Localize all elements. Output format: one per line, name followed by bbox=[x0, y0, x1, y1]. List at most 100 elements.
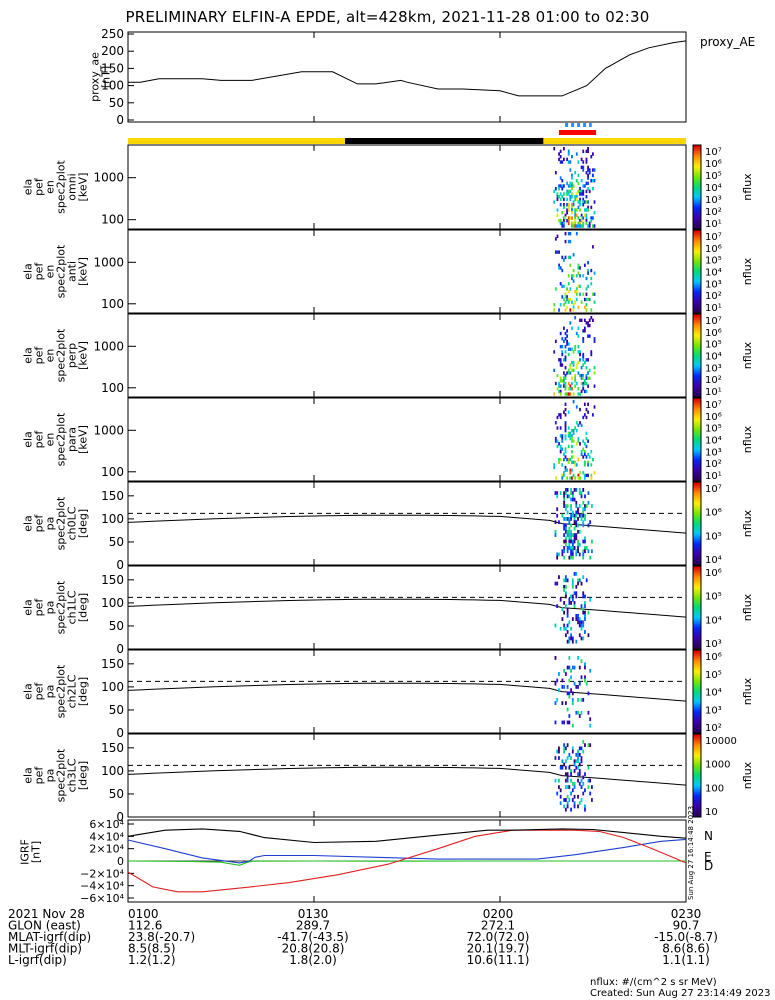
pitch-angle-cell bbox=[563, 578, 566, 583]
colorbar-cell bbox=[693, 760, 701, 764]
colorbar-cell bbox=[693, 261, 701, 264]
pitch-angle-cell bbox=[564, 578, 567, 583]
colorbar-cell bbox=[693, 445, 701, 449]
colorbar-cell bbox=[693, 607, 701, 611]
pitch-angle-cell bbox=[570, 513, 572, 518]
pitch-angle-cell bbox=[571, 533, 574, 537]
spectrogram-cell bbox=[582, 203, 585, 207]
colorbar-tick-label: 10³ bbox=[705, 363, 722, 374]
pitch-angle-cell bbox=[556, 581, 559, 586]
spectrogram-cell bbox=[579, 203, 581, 207]
spectrogram-cell bbox=[571, 476, 573, 480]
pitch-angle-cell bbox=[589, 668, 592, 673]
colorbar-cell bbox=[693, 424, 701, 428]
spectrogram-cell bbox=[562, 381, 565, 386]
pitch-angle-cell bbox=[577, 613, 579, 618]
spectrogram-cell bbox=[575, 192, 578, 196]
pitch-angle-cell bbox=[566, 533, 569, 537]
colorbar-cell bbox=[693, 308, 701, 312]
spectrogram-cell bbox=[564, 295, 567, 299]
colorbar-cell bbox=[693, 365, 701, 369]
pitch-angle-cell bbox=[577, 749, 579, 754]
colorbar-cell bbox=[693, 756, 701, 760]
spectrogram-cell bbox=[559, 450, 562, 454]
pitch-angle-cell bbox=[571, 594, 574, 599]
y-tick-label: 100 bbox=[101, 79, 124, 93]
colorbar-tick-label: 10⁵ bbox=[705, 592, 722, 603]
colorbar-cell bbox=[693, 374, 701, 377]
colorbar-cell bbox=[693, 785, 701, 789]
colorbar-label: nflux bbox=[741, 173, 754, 201]
spectrogram-cell bbox=[577, 181, 580, 186]
y-axis-label-line: spec2plot bbox=[55, 244, 68, 298]
spectrogram-cell bbox=[574, 426, 577, 430]
spectrogram-cell bbox=[579, 407, 581, 412]
spectrogram-cell bbox=[572, 350, 575, 354]
pitch-angle-cell bbox=[556, 507, 559, 512]
pitch-angle-cell bbox=[564, 633, 567, 638]
spectrogram-cell bbox=[562, 221, 565, 226]
pitch-angle-cell bbox=[573, 497, 576, 502]
spectrogram-cell bbox=[566, 211, 569, 215]
spectrogram-cell bbox=[566, 339, 569, 344]
colorbar-tick-label: 10⁵ bbox=[705, 424, 722, 435]
colorbar-cell bbox=[693, 248, 701, 252]
colorbar-cell bbox=[693, 812, 701, 816]
spectrogram-cell bbox=[558, 219, 560, 223]
colorbar-cell bbox=[693, 147, 701, 150]
colorbar-cell bbox=[693, 523, 701, 527]
y-tick-label: 150 bbox=[101, 61, 124, 75]
pitch-angle-cell bbox=[558, 756, 560, 760]
spectrogram-cell bbox=[580, 216, 583, 220]
pitch-angle-cell bbox=[578, 714, 581, 718]
spectrogram-cell bbox=[588, 376, 591, 380]
colorbar-cell bbox=[693, 508, 701, 512]
spectrogram-cell bbox=[587, 284, 589, 289]
pitch-angle-cell bbox=[566, 772, 569, 777]
spectrogram-cell bbox=[580, 157, 583, 162]
y-axis-label-line: pef bbox=[33, 430, 46, 449]
spectrogram-cell bbox=[559, 221, 562, 226]
spectrogram-cell bbox=[561, 379, 564, 383]
colorbar-cell bbox=[693, 159, 701, 163]
spectrogram-cell bbox=[583, 263, 586, 267]
pitch-angle-cell bbox=[566, 517, 569, 521]
spectrogram-cell bbox=[569, 287, 572, 291]
colorbar-tick-label: 10² bbox=[705, 723, 722, 734]
spectrogram-cell bbox=[583, 473, 586, 478]
pitch-angle-cell bbox=[584, 675, 586, 680]
y-axis-label-line: pef bbox=[33, 766, 46, 785]
spectrogram-cell bbox=[569, 436, 572, 441]
pitch-angle-cell bbox=[582, 520, 585, 525]
pitch-angle-cell bbox=[573, 785, 576, 789]
colorbar-cell bbox=[693, 427, 701, 430]
spectrogram-cell bbox=[580, 423, 583, 428]
pitch-angle-cell bbox=[584, 610, 586, 615]
pitch-angle-cell bbox=[561, 765, 564, 770]
spectrogram-cell bbox=[569, 371, 572, 375]
pitch-angle-cell bbox=[577, 539, 579, 544]
pitch-angle-cell bbox=[577, 578, 579, 583]
spectrogram-cell bbox=[572, 279, 575, 283]
spectrogram-cell bbox=[561, 463, 564, 467]
pitch-angle-cell bbox=[559, 597, 562, 602]
spectrogram-cell bbox=[567, 387, 570, 391]
colorbar-cell bbox=[693, 777, 701, 781]
spectrogram-cell bbox=[558, 358, 560, 362]
spectrogram-cell bbox=[575, 224, 578, 228]
pitch-angle-cell bbox=[566, 685, 569, 689]
colorbar-cell bbox=[693, 197, 701, 201]
ephemeris-value: 23.8(-20.7) bbox=[128, 930, 195, 944]
spectrogram-cell bbox=[569, 195, 572, 199]
spectrogram-cell bbox=[567, 347, 570, 351]
y-axis-label-line: ela bbox=[22, 431, 35, 448]
pitch-angle-cell bbox=[582, 523, 585, 528]
colorbar-cell bbox=[693, 386, 701, 390]
spectrogram-cell bbox=[564, 366, 567, 370]
colorbar-cell bbox=[693, 437, 701, 440]
spectrogram-cell bbox=[571, 187, 573, 191]
pa-ch2-colorbar bbox=[692, 649, 702, 734]
pitch-angle-cell bbox=[568, 601, 571, 605]
spectrogram-cell bbox=[579, 200, 581, 204]
colorbar-cell bbox=[693, 521, 701, 524]
